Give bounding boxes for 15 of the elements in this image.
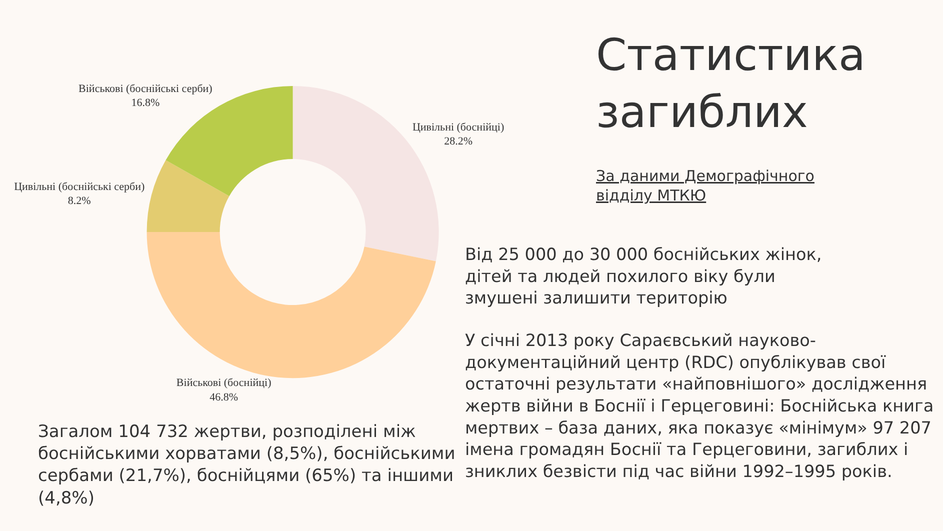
text: Статистика загиблих	[596, 30, 866, 138]
slice-label: Цивільні (боснійці)	[412, 121, 504, 134]
text: У січні 2013 року Сараєвський науково- документаційний центр (RDC) опублікував свої остаточні результати «найповнішого» дослідження жертв війни в Боснії і Герцеговині: Боснійська книга мертвих – база даних, яка показує «мінімум» 97 207 імена громадян Боснії та Герцеговини, загиблих і зниклих безвісти під час війни 1992–1995 років.	[465, 330, 934, 482]
slice-label: Військові (боснійські серби)	[78, 82, 213, 95]
text: Від 25 000 до 30 000 боснійських жінок, дітей та людей похилого віку були змушені залишити територію	[465, 244, 822, 308]
text: Загалом 104 732 жертви, розподілені між боснійськими хорватами (8,5%), боснійськими сербами (21,7%), боснійцями (65%) та іншими (4,8%)	[38, 422, 456, 508]
data-label: 8.2%	[68, 195, 91, 208]
data-label: 46.8%	[210, 392, 238, 404]
text: За даними Демографічного відділу МТКЮ	[596, 167, 814, 204]
slice-label: Цивільні (боснійські серби)	[14, 180, 146, 193]
donut-slice	[146, 160, 230, 232]
slice-label: Військові (боснійці)	[176, 377, 272, 390]
donut-slice	[146, 232, 436, 378]
data-label: 28.2%	[444, 136, 473, 148]
data-label: 16.8%	[131, 97, 160, 110]
